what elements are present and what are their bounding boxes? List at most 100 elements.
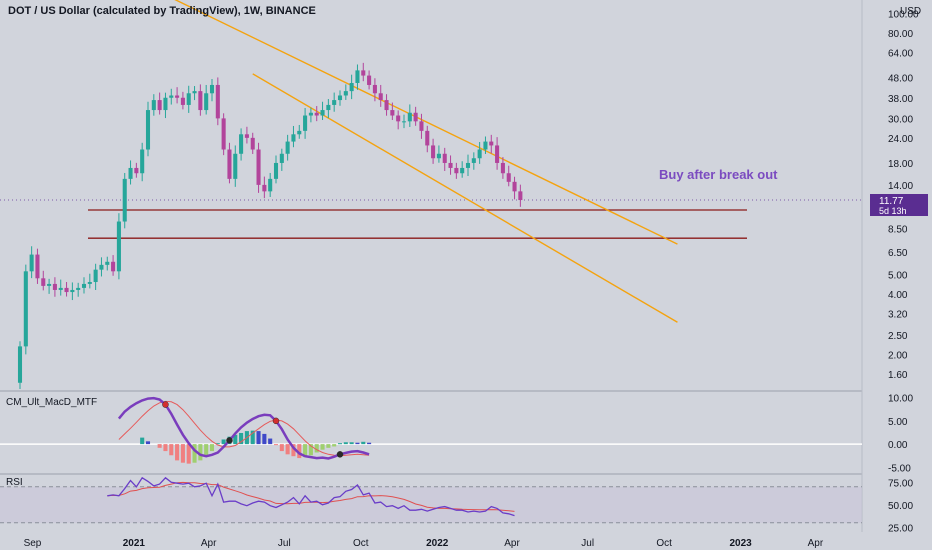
price-tick-label: 14.00	[888, 181, 913, 192]
rsi-tick-label: 25.00	[888, 523, 913, 534]
candle-body	[448, 162, 453, 168]
rsi-tick-label: 75.00	[888, 478, 913, 489]
candle-body	[151, 100, 156, 111]
macd-histogram-bar	[268, 438, 273, 445]
candle-body	[489, 141, 494, 146]
macd-histogram-bar	[326, 444, 331, 448]
price-tick-label: 38.00	[888, 94, 913, 105]
macd-histogram-bar	[279, 444, 284, 452]
candle-body	[180, 97, 185, 105]
time-tick-label: Oct	[656, 538, 672, 549]
price-tick-label: 5.00	[888, 271, 908, 282]
time-axis: Sep 2021 Apr Jul Oct 2022 Apr Jul Oct 2023 Apr	[24, 538, 824, 549]
price-tick-label: 1.60	[888, 370, 908, 381]
candle-body	[262, 184, 267, 192]
candle-body	[221, 118, 226, 150]
price-tick-label: 2.50	[888, 331, 908, 342]
candle-body	[506, 173, 511, 182]
candle-body	[87, 282, 92, 284]
macd-histogram-bar	[180, 444, 185, 463]
macd-title: CM_Ult_MacD_MTF	[6, 397, 97, 408]
macd-histogram-bar	[209, 444, 215, 452]
macd-histogram-bar	[204, 444, 209, 457]
macd-tick-label: 5.00	[888, 417, 908, 428]
candle-body	[175, 95, 180, 98]
macd-histogram-bar	[145, 441, 151, 445]
time-tick-label: Oct	[353, 538, 369, 549]
candle-body	[465, 162, 471, 168]
candle-body	[332, 100, 337, 105]
macd-histogram-bar	[291, 444, 296, 457]
macd-histogram-bar	[169, 444, 174, 456]
candle-body	[268, 178, 273, 192]
candle-body	[239, 134, 244, 154]
macd-histogram-bar	[256, 431, 261, 445]
candle-body	[431, 145, 436, 159]
macd-histogram-bar	[355, 442, 360, 445]
time-tick-label: Sep	[24, 538, 42, 549]
price-tick-label: 3.20	[888, 310, 908, 321]
grid	[0, 0, 863, 532]
candle-body	[122, 178, 127, 222]
candle-body	[215, 84, 220, 119]
candle-body	[163, 97, 168, 111]
macd-histogram-bar	[273, 444, 279, 446]
candle-body	[349, 82, 354, 92]
annotation-text: Buy after break out	[659, 167, 778, 182]
macd-histogram-bar	[361, 441, 366, 445]
macd-histogram-bar	[297, 444, 302, 459]
macd-histogram-bar	[285, 444, 290, 455]
time-tick-label: 2021	[123, 538, 146, 549]
price-tick-label: 4.00	[888, 290, 908, 301]
macd-signal-line	[118, 400, 370, 457]
candle-body	[93, 269, 98, 283]
candle-body	[407, 112, 412, 122]
currency-label: USD	[900, 6, 921, 17]
macd-histogram-bar	[262, 433, 267, 445]
candle-body	[192, 91, 197, 94]
candle-body	[401, 121, 407, 123]
candle-body	[454, 167, 459, 174]
price-tag	[870, 194, 928, 216]
candle-body	[198, 91, 203, 111]
candle-body	[186, 93, 191, 105]
macd-histogram-bar	[140, 437, 145, 445]
candle-body	[436, 153, 441, 159]
macd-line	[117, 396, 370, 460]
candle-body	[41, 278, 46, 286]
candle-body	[372, 84, 377, 94]
macd-histogram-bar	[157, 444, 162, 448]
candle-body	[291, 134, 296, 142]
candle-body	[70, 289, 75, 293]
candle-body	[58, 287, 63, 290]
candle-body	[471, 158, 476, 163]
macd-histogram-bar	[221, 439, 226, 445]
candle-body	[308, 112, 313, 116]
macd-histogram-bar	[192, 444, 197, 463]
channel-upper-line	[174, 0, 678, 245]
candle-body	[128, 167, 133, 179]
macd-histogram-bar	[314, 444, 319, 453]
price-tick-label: 2.00	[888, 351, 908, 362]
candle-body	[320, 110, 325, 116]
candle-body	[157, 100, 162, 111]
macd-tick-label: 0.00	[888, 440, 908, 451]
candle-body	[303, 115, 308, 131]
candle-body	[419, 121, 424, 131]
price-tick-label: 18.00	[888, 159, 913, 170]
candle-body	[425, 130, 430, 146]
price-tick-label: 24.00	[888, 134, 913, 145]
price-tick-label: 30.00	[888, 114, 913, 125]
rsi-band-fill	[0, 486, 862, 523]
macd-cross-dot	[272, 417, 280, 425]
chart-title: DOT / US Dollar (calculated by TradingVi…	[8, 5, 316, 17]
candle-body	[384, 100, 389, 111]
macd-histogram-bar	[198, 444, 203, 461]
candle-body	[367, 75, 372, 85]
candle-body	[23, 271, 28, 347]
macd-histogram-bar	[367, 442, 372, 445]
candle-body	[495, 145, 500, 163]
candle-body	[250, 137, 255, 150]
candle-body	[233, 153, 238, 179]
